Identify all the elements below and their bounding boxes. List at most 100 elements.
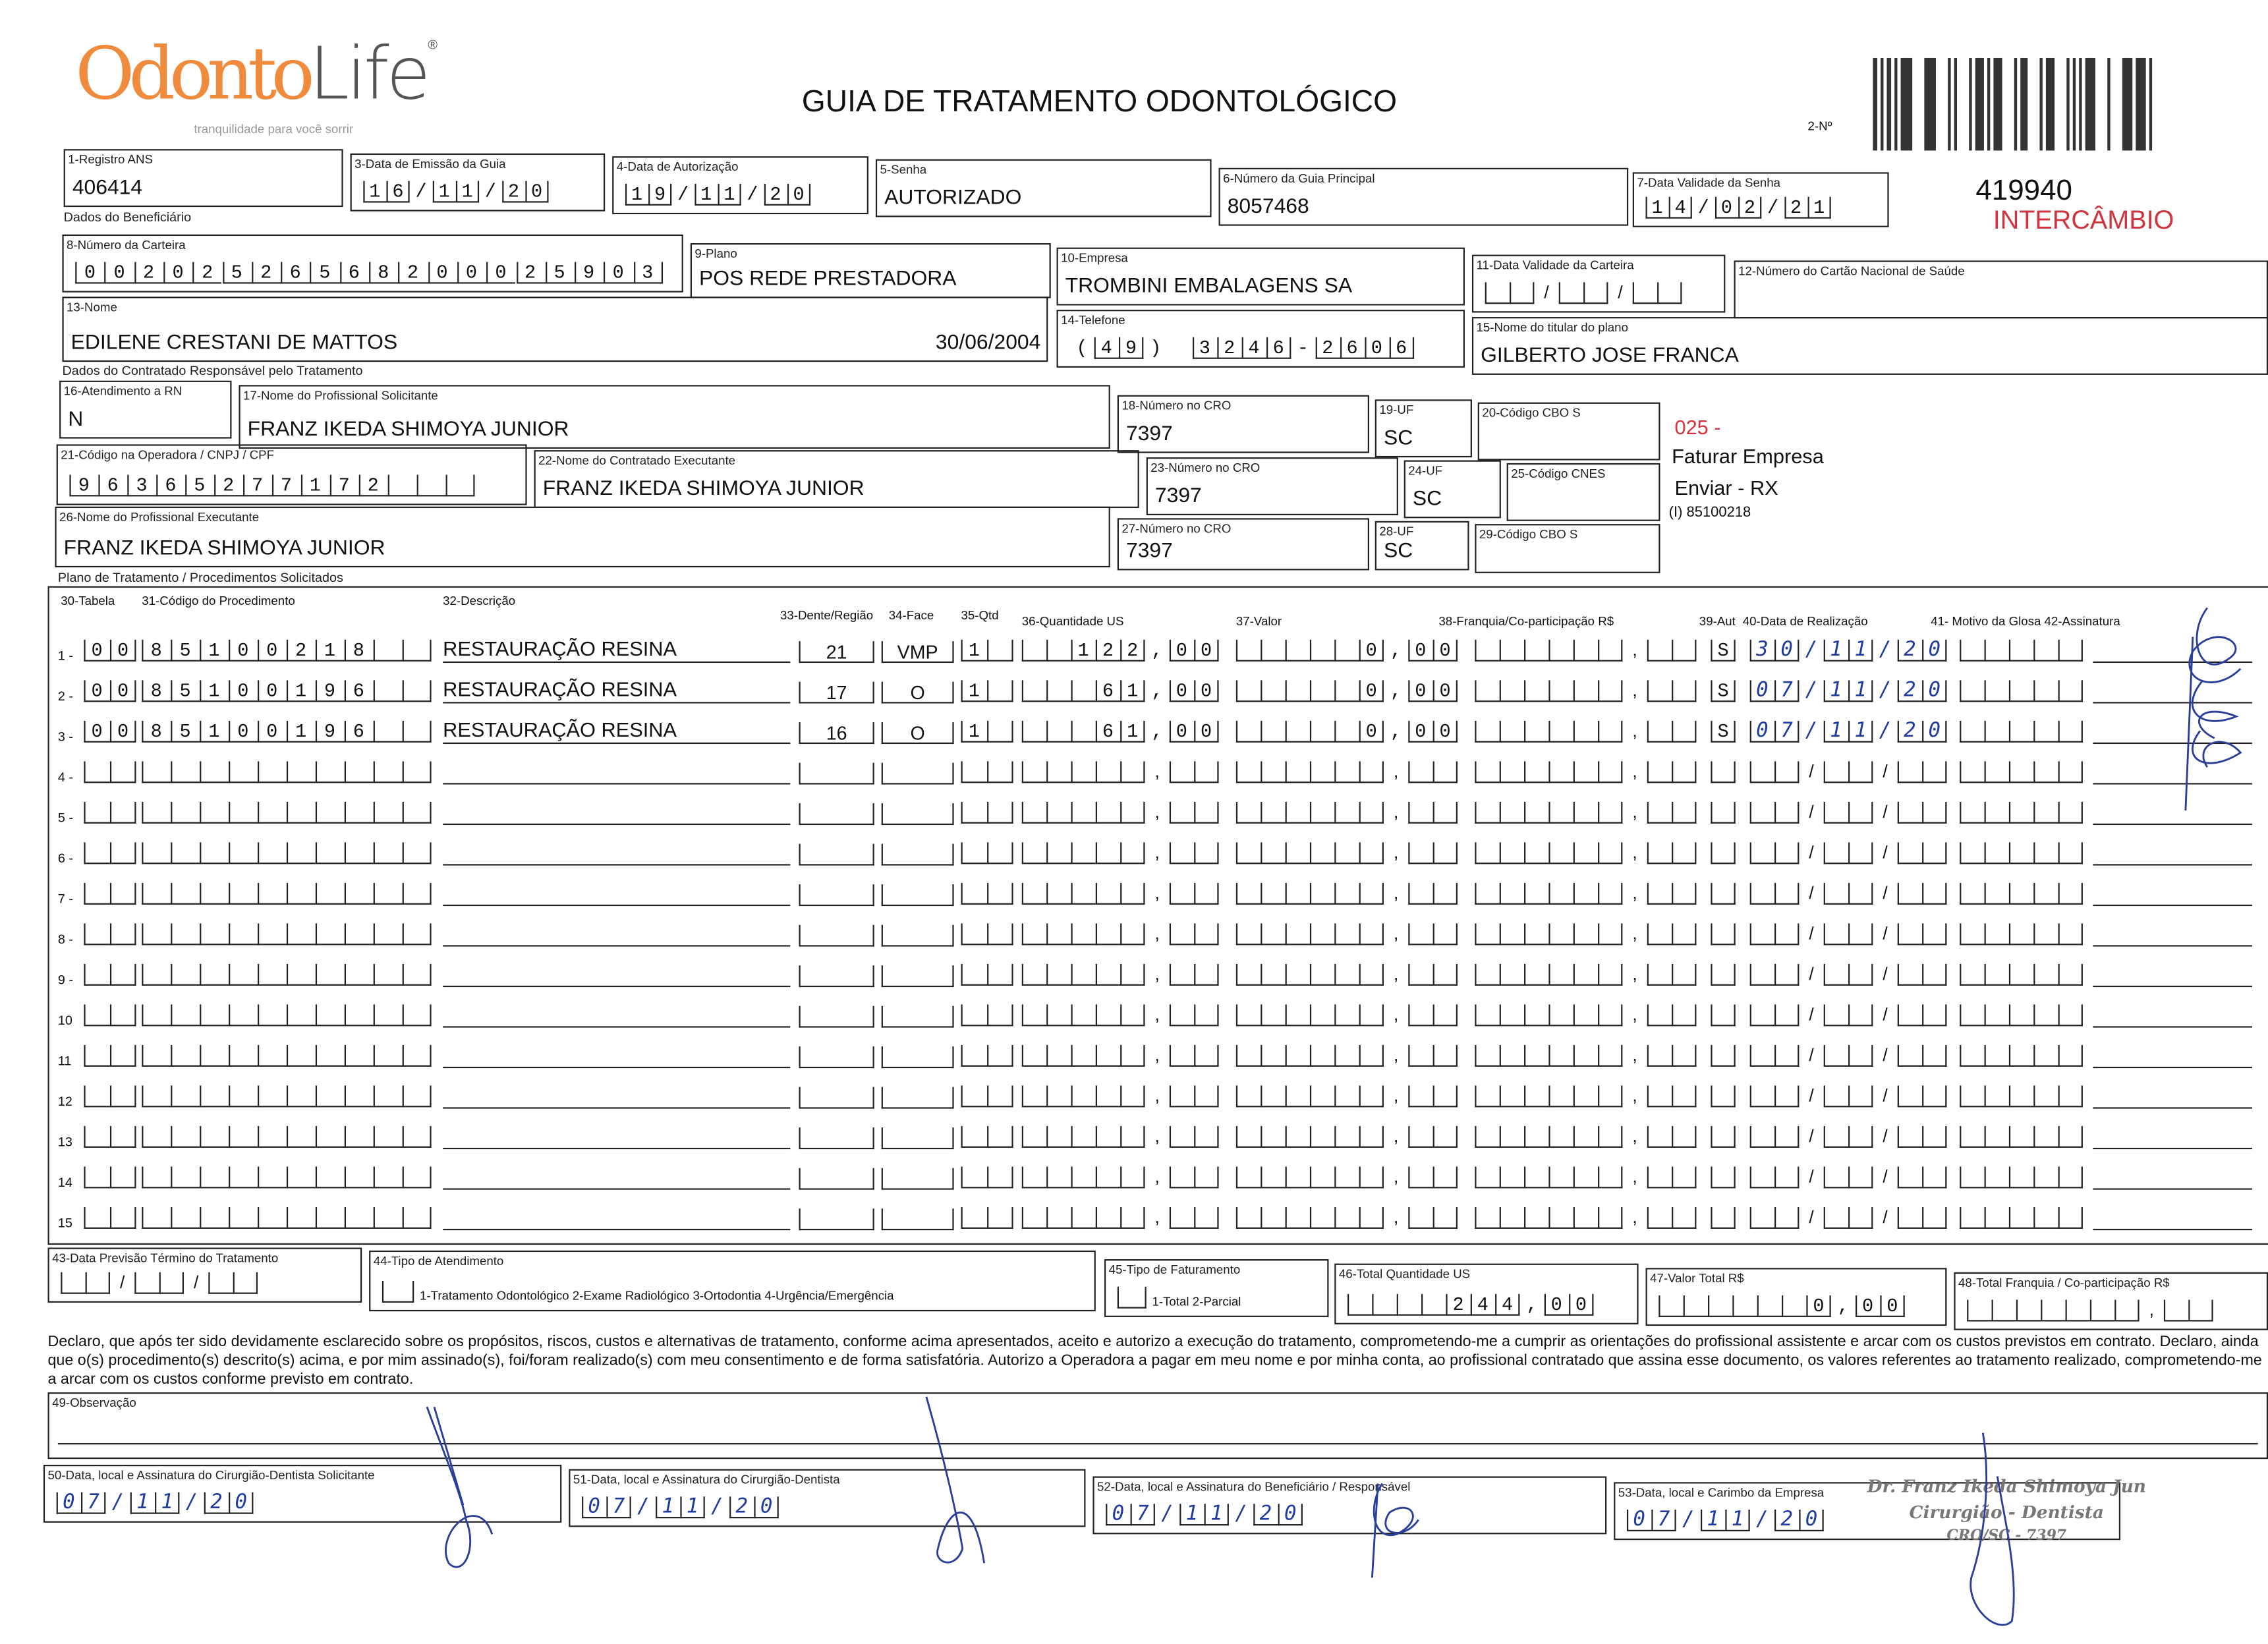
digit-cells[interactable]: / / — [1749, 801, 1947, 825]
tooth-region-field[interactable]: 17 — [799, 681, 874, 704]
digit-cells[interactable]: 1 — [961, 680, 1013, 703]
aut-cell[interactable] — [1711, 1002, 1736, 1028]
signature-line[interactable] — [2093, 1126, 2252, 1150]
digit-cells[interactable] — [961, 963, 1013, 987]
digit-cells[interactable] — [1960, 680, 2083, 703]
cell-value[interactable]: 00202526568200025903 — [84, 262, 671, 284]
field-value[interactable]: EDILENE CRESTANI DE MATTOS — [71, 331, 398, 355]
value-cells[interactable]: 0,00 — [1235, 718, 1458, 745]
digit-cells[interactable]: 07/11/20 — [1749, 679, 1947, 703]
glosa-reason-cells[interactable] — [1960, 1002, 2083, 1028]
description-field[interactable]: RESTAURAÇÃO RESINA — [443, 677, 791, 704]
field-value-cells[interactable]: / / — [1485, 282, 1682, 305]
digit-cells[interactable] — [961, 1166, 1013, 1189]
cell-value[interactable]: 00 — [91, 639, 144, 662]
value-cells[interactable]: , — [1235, 1205, 1458, 1231]
glosa-reason-cells[interactable] — [1960, 961, 2083, 988]
copay-cells[interactable]: , — [1475, 1083, 1697, 1109]
signature-line[interactable] — [2093, 1166, 2252, 1190]
cell-value[interactable]: 19/11/20 — [631, 183, 816, 206]
digit-cells[interactable]: , — [1235, 1206, 1458, 1230]
field-f10[interactable]: 10-Empresa TROMBINI EMBALAGENS SA — [1056, 247, 1465, 306]
digit-cells[interactable]: S — [1711, 639, 1736, 663]
copay-cells[interactable]: , — [1475, 839, 1697, 866]
digit-cells[interactable] — [142, 963, 432, 987]
cell-value[interactable]: 0,00 — [1365, 680, 1464, 702]
field-f44[interactable]: 44-Tipo de Atendimento 1-Tratamento Odont… — [369, 1250, 1096, 1312]
field-value[interactable]: SC — [1383, 540, 1413, 563]
procedure-code-cells[interactable] — [142, 839, 432, 866]
quantity-us-cells[interactable]: , — [1021, 758, 1219, 785]
face-field[interactable] — [881, 1127, 954, 1150]
quantity-us-cells[interactable]: , — [1021, 1083, 1219, 1109]
glosa-reason-cells[interactable] — [1960, 839, 2083, 866]
copay-cells[interactable]: , — [1475, 1164, 1697, 1190]
realization-date-cells[interactable]: 07/11/20 — [1749, 677, 1947, 704]
digit-cells[interactable]: , — [1475, 882, 1697, 906]
tabela-cells[interactable]: 00 — [84, 637, 136, 664]
signature-line[interactable] — [2093, 802, 2252, 826]
digit-cells[interactable] — [1711, 882, 1736, 906]
digit-cells[interactable]: , — [1235, 1166, 1458, 1189]
field-f23[interactable]: 23-Número no CRO 7397 — [1146, 457, 1398, 515]
glosa-reason-cells[interactable] — [1960, 921, 2083, 947]
field-f24[interactable]: 24-UF SC — [1403, 460, 1501, 519]
copay-cells[interactable]: , — [1475, 1205, 1697, 1231]
digit-cells[interactable]: / / — [1485, 282, 1682, 305]
digit-cells[interactable] — [84, 882, 136, 906]
realization-date-cells[interactable]: / / — [1749, 1083, 1947, 1109]
copay-cells[interactable]: , — [1475, 677, 1697, 704]
qtd-cells[interactable] — [961, 799, 1013, 826]
field-value[interactable]: 7397 — [1154, 484, 1202, 509]
tooth-region-field[interactable] — [799, 1127, 874, 1150]
cell-value[interactable]: 14/02/21 — [1651, 196, 1837, 219]
digit-cells[interactable] — [1711, 1044, 1736, 1068]
field-f6[interactable]: 6-Número da Guia Principal 8057468 — [1218, 167, 1629, 226]
cell-value[interactable]: 07/11/20 — [588, 1495, 785, 1519]
digit-cells[interactable]: , — [1475, 1044, 1697, 1068]
cell-value[interactable]: 85100196 — [150, 680, 382, 702]
digit-cells[interactable]: , — [1475, 1206, 1697, 1230]
field-f1[interactable]: 1-Registro ANS 406414 — [63, 149, 343, 208]
digit-cells[interactable]: 16/11/20 — [363, 181, 549, 204]
field-f50[interactable]: 50-Data, local e Assinatura do Cirurgião… — [43, 1464, 562, 1523]
signature-line[interactable] — [2093, 842, 2252, 866]
digit-cells[interactable] — [1960, 1206, 2083, 1230]
digit-cells[interactable]: 1 — [961, 639, 1013, 663]
digit-cells[interactable] — [1117, 1286, 1147, 1310]
quantity-us-cells[interactable]: , — [1021, 1002, 1219, 1028]
digit-cells[interactable]: 07/11/20 — [1749, 720, 1947, 744]
description-field[interactable] — [443, 1042, 791, 1069]
field-value-cells[interactable]: 16/11/20 — [363, 181, 549, 204]
digit-cells[interactable] — [84, 1044, 136, 1068]
glosa-reason-cells[interactable] — [1960, 637, 2083, 664]
face-field[interactable] — [881, 1046, 954, 1069]
digit-cells[interactable] — [1711, 963, 1736, 987]
procedure-code-cells[interactable] — [142, 961, 432, 988]
tabela-cells[interactable] — [84, 758, 136, 785]
field-f21[interactable]: 21-Código na Operadora / CNPJ / CPF 96365… — [56, 444, 527, 505]
aut-cell[interactable] — [1711, 1042, 1736, 1069]
digit-cells[interactable]: 00202526568200025903 — [75, 262, 664, 285]
qtd-cells[interactable] — [961, 880, 1013, 907]
field-value[interactable]: SC — [1412, 488, 1442, 511]
realization-date-cells[interactable]: / / — [1749, 880, 1947, 907]
description-field[interactable] — [443, 758, 791, 785]
field-value[interactable]: N — [68, 408, 84, 432]
face-field[interactable] — [881, 1168, 954, 1190]
field-f52[interactable]: 52-Data, local e Assinatura do Beneficiá… — [1092, 1476, 1607, 1535]
description-field[interactable] — [443, 880, 791, 907]
digit-cells[interactable] — [1711, 842, 1736, 865]
cell-value[interactable]: 122,00 — [1077, 639, 1226, 662]
digit-cells[interactable]: S — [1711, 720, 1736, 744]
tooth-region-field[interactable] — [799, 1006, 874, 1028]
digit-cells[interactable]: (49) 3246-2606 — [1069, 337, 1415, 360]
aut-cell[interactable] — [1711, 1083, 1736, 1109]
field-f18[interactable]: 18-Número no CRO 7397 — [1117, 395, 1369, 453]
face-field[interactable] — [881, 1006, 954, 1028]
digit-cells[interactable] — [961, 1085, 1013, 1108]
digit-cells[interactable]: , — [1475, 680, 1697, 703]
realization-date-cells[interactable]: / / — [1749, 961, 1947, 988]
qtd-cells[interactable] — [961, 1123, 1013, 1150]
digit-cells[interactable] — [142, 1206, 432, 1230]
